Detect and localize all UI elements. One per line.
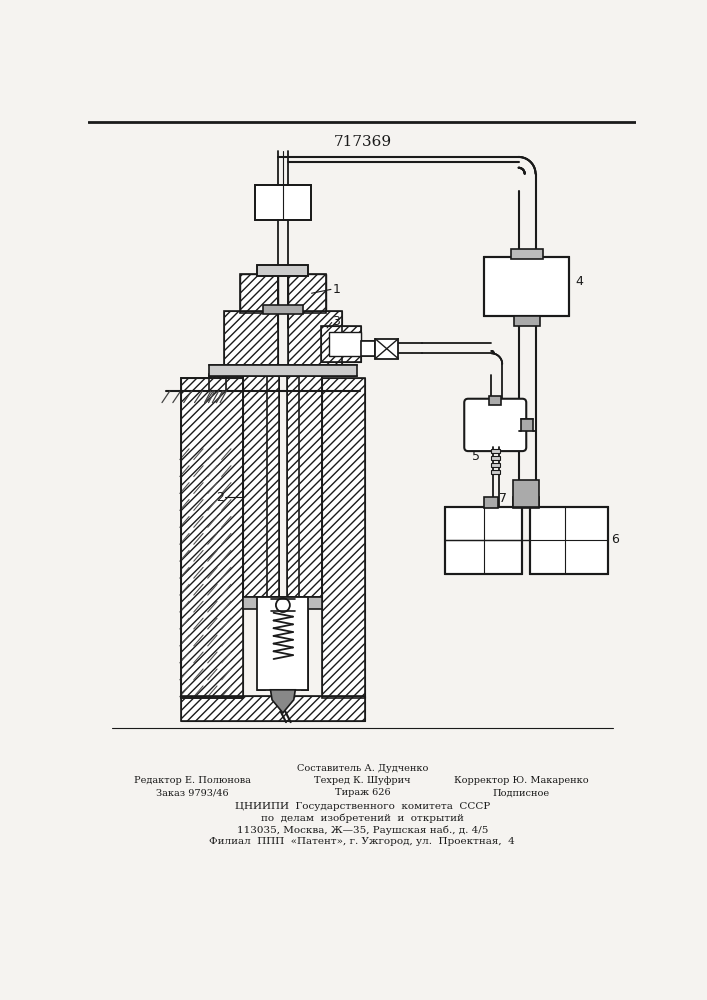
Text: 7: 7 bbox=[499, 492, 507, 505]
Text: Техред К. Шуфрич: Техред К. Шуфрич bbox=[314, 776, 411, 785]
Bar bbox=[257, 597, 265, 690]
Bar bbox=[182, 378, 243, 698]
Bar bbox=[329, 332, 361, 356]
Bar bbox=[182, 696, 365, 721]
Bar bbox=[514, 316, 540, 326]
Bar bbox=[510, 249, 543, 259]
Text: 5: 5 bbox=[472, 450, 480, 463]
Bar bbox=[240, 274, 279, 312]
Bar bbox=[288, 311, 341, 366]
Bar bbox=[288, 274, 325, 312]
Bar bbox=[321, 326, 361, 362]
Bar bbox=[445, 507, 522, 574]
Bar bbox=[491, 449, 500, 453]
FancyBboxPatch shape bbox=[464, 399, 526, 451]
Text: 4: 4 bbox=[575, 275, 583, 288]
Text: Тираж 626: Тираж 626 bbox=[334, 788, 390, 797]
Bar bbox=[243, 374, 279, 597]
Polygon shape bbox=[271, 690, 296, 713]
Bar bbox=[288, 311, 341, 366]
Text: Составитель А. Дудченко: Составитель А. Дудченко bbox=[297, 764, 428, 773]
Bar bbox=[521, 419, 533, 431]
Bar bbox=[224, 311, 279, 366]
Text: 3: 3 bbox=[332, 315, 340, 328]
Text: ЦНИИПИ  Государственного  комитета  СССР: ЦНИИПИ Государственного комитета СССР bbox=[235, 802, 490, 811]
Text: по  делам  изобретений  и  открытий: по делам изобретений и открытий bbox=[261, 814, 464, 823]
Text: 113035, Москва, Ж—35, Раушская наб., д. 4/5: 113035, Москва, Ж—35, Раушская наб., д. … bbox=[237, 825, 488, 835]
Bar bbox=[257, 265, 308, 276]
Bar bbox=[182, 378, 243, 698]
Bar bbox=[322, 378, 365, 698]
Text: Филиал  ППП  «Патент», г. Ужгород, ул.  Проектная,  4: Филиал ППП «Патент», г. Ужгород, ул. Про… bbox=[209, 837, 515, 846]
Text: 1: 1 bbox=[332, 283, 340, 296]
Bar bbox=[491, 456, 500, 460]
Bar bbox=[491, 463, 500, 467]
Bar bbox=[375, 339, 398, 359]
Bar bbox=[484, 497, 498, 508]
Bar bbox=[257, 265, 308, 276]
Text: 717369: 717369 bbox=[334, 135, 392, 149]
Bar bbox=[263, 305, 303, 314]
Bar bbox=[224, 311, 279, 366]
Bar bbox=[300, 597, 308, 690]
Text: 6: 6 bbox=[612, 533, 619, 546]
Bar bbox=[530, 507, 607, 574]
Bar bbox=[484, 257, 569, 316]
Bar bbox=[513, 497, 539, 508]
Bar bbox=[209, 365, 357, 376]
Bar bbox=[321, 326, 361, 362]
Bar bbox=[361, 341, 375, 356]
Text: Редактор Е. Полюнова: Редактор Е. Полюнова bbox=[134, 776, 251, 785]
Bar bbox=[322, 378, 365, 698]
Bar bbox=[243, 374, 279, 597]
Bar bbox=[287, 374, 322, 597]
Circle shape bbox=[276, 598, 290, 612]
Bar bbox=[513, 480, 539, 507]
Text: Подписное: Подписное bbox=[493, 788, 550, 797]
Bar bbox=[209, 374, 226, 391]
Text: 2: 2 bbox=[216, 491, 224, 504]
Bar bbox=[489, 396, 501, 405]
Bar bbox=[491, 470, 500, 474]
Text: Корректор Ю. Макаренко: Корректор Ю. Макаренко bbox=[454, 776, 588, 785]
Bar bbox=[288, 274, 325, 312]
Bar bbox=[287, 374, 322, 597]
Bar bbox=[240, 274, 279, 312]
Bar bbox=[257, 597, 308, 690]
Bar bbox=[255, 185, 311, 220]
Text: Заказ 9793/46: Заказ 9793/46 bbox=[156, 788, 229, 797]
Bar bbox=[243, 597, 322, 609]
Bar bbox=[182, 696, 365, 721]
Bar bbox=[209, 374, 226, 391]
